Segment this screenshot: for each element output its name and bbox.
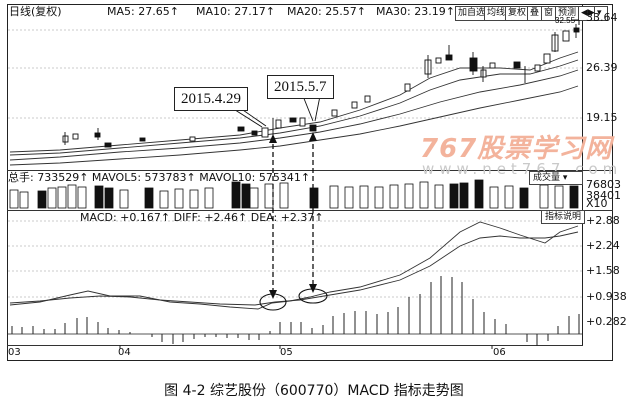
macd-legend: MACD: +0.167↑ DIFF: +2.46↑ DEA: +2.37↑	[80, 211, 324, 224]
figure-caption: 图 4-2 综艺股份（600770）MACD 指标走势图	[164, 383, 464, 399]
macd-axis-1: +2.88	[586, 214, 620, 227]
volume-legend: 总手: 733529↑ MAVOL5: 573783↑ MAVOL10: 575…	[8, 171, 311, 184]
date-tick-06: 06	[493, 347, 506, 358]
volume-axis-mid: 38401	[586, 189, 621, 202]
price-axis-low: 19.15	[586, 111, 618, 124]
callout-2015-4-29: 2015.4.29	[174, 87, 248, 111]
ma5-value: MA5: 27.65↑	[107, 5, 179, 18]
indicator-select-volume[interactable]: 成交量 ▾	[529, 171, 583, 185]
high-marker: 32.55	[555, 16, 576, 25]
volume-axis-unit: X10	[586, 197, 608, 210]
indicator-select-label: 成交量	[533, 173, 561, 183]
macd-axis-4: +0.938	[586, 290, 627, 303]
price-axis-mid: 26.39	[586, 61, 618, 74]
period-label: 日线(复权)	[9, 5, 62, 18]
chevron-down-icon: ▾	[562, 173, 568, 183]
macd-axis-3: +1.58	[586, 264, 620, 277]
dropdown-chevron-icon[interactable]: ▾	[594, 6, 608, 21]
price-volume-separator	[7, 170, 613, 171]
add-watchlist-button[interactable]: 加自选	[455, 6, 489, 21]
price-axis-high: 33.64	[586, 11, 618, 24]
indicator-help-button[interactable]: 指标说明	[541, 210, 586, 224]
macd-axis-2: +2.24	[586, 239, 620, 252]
ma20-value: MA20: 25.57↑	[287, 5, 366, 18]
ma30-value: MA30: 23.19↑	[376, 5, 455, 18]
ma10-value: MA10: 27.17↑	[196, 5, 275, 18]
watermark-title: 767股票学习网	[420, 134, 613, 164]
date-tick-03: 03	[8, 347, 21, 358]
macd-axis-5: +0.282	[586, 315, 627, 328]
forecast-button[interactable]: 预测	[555, 6, 580, 21]
date-axis-separator	[7, 345, 583, 346]
date-tick-04: 04	[118, 347, 131, 358]
adjust-price-button[interactable]: 复权	[505, 6, 530, 21]
volume-axis-high: 76803	[586, 178, 621, 191]
callout-2015-5-7: 2015.5.7	[267, 75, 334, 99]
volume-macd-separator	[7, 210, 613, 211]
date-tick-05: 05	[280, 347, 293, 358]
chart-frame	[7, 4, 613, 361]
